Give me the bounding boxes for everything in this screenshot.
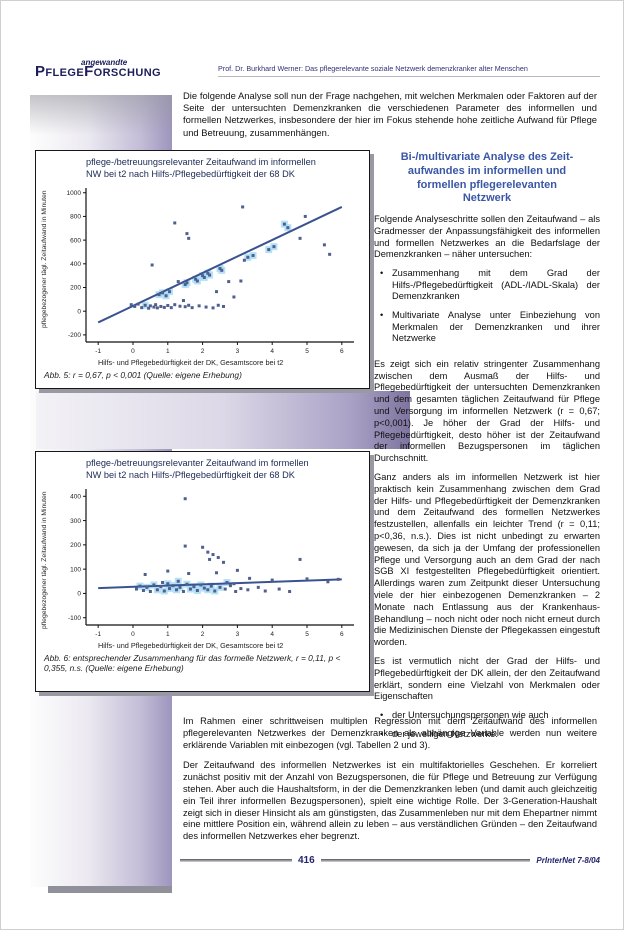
paragraph: Der Zeitaufwand des informellen Netzwerk… [183, 760, 597, 842]
scatter-plot-formal: 400 300 200 100 0 -100 -1 0 1 2 3 4 5 6 [68, 489, 354, 638]
svg-text:0: 0 [131, 631, 135, 638]
bullet-list: Zusammenhang mit dem Grad der Hilfs-/Pfl… [374, 268, 600, 352]
svg-text:1: 1 [166, 631, 170, 638]
svg-text:100: 100 [70, 566, 81, 573]
svg-text:4: 4 [270, 631, 274, 638]
svg-text:2: 2 [201, 631, 205, 638]
svg-text:0: 0 [131, 348, 135, 355]
journal-logo-title: PflegeForschung [35, 63, 162, 80]
bullet-list: der Untersuchungspersonen wie auch der j… [374, 710, 600, 747]
bullet-item: Multivariate Analyse unter Einbeziehung … [378, 310, 600, 345]
svg-text:4: 4 [270, 348, 274, 355]
decorative-band-bottom-cap [48, 886, 172, 893]
decorative-band-top-shade [30, 95, 172, 135]
svg-text:6: 6 [340, 348, 344, 355]
paragraph: Ganz anders als im informellen Netzwerk … [374, 472, 600, 648]
svg-text:400: 400 [70, 261, 81, 268]
bottom-block: Im Rahmen einer schrittweisen multiplen … [183, 716, 597, 843]
svg-text:1: 1 [166, 348, 170, 355]
svg-text:3: 3 [236, 348, 240, 355]
scatter-plot-informal: 1000 800 600 400 200 0 -200 -1 0 1 2 3 4 5 6 [67, 188, 354, 355]
paragraph: Es zeigt sich ein relativ stringenter Zu… [374, 358, 600, 464]
x-axis-label: Hilfs- und Pflegebedürftigkeit der DK, G… [98, 358, 284, 367]
svg-text:-200: -200 [68, 332, 81, 339]
figure-informal-network: pflege-/betreuungsrelevanter Zeitaufwand… [35, 150, 370, 389]
journal-logo-subtitle: angewandte [81, 58, 128, 67]
svg-text:200: 200 [70, 542, 81, 549]
svg-text:6: 6 [340, 631, 344, 638]
bullet-item: der Untersuchungspersonen wie auch [378, 710, 600, 722]
y-axis-label: pflegebezogener tägl. Zeitaufwand in Min… [41, 190, 48, 328]
svg-text:-1: -1 [95, 631, 101, 638]
running-head: Prof. Dr. Burkhard Werner: Das pflegerel… [218, 64, 600, 77]
bullet-item: der jeweiligen Netzwerke. [378, 729, 600, 741]
figure-formal-network: pflege-/betreuungsrelevanter Zeitaufwand… [35, 451, 370, 692]
page-number: 416 [298, 855, 315, 866]
svg-text:800: 800 [70, 214, 81, 221]
svg-text:0: 0 [77, 591, 81, 598]
section-heading: Bi-/multivariate Analyse des Zeit- aufwa… [400, 151, 574, 205]
paragraph: Im Rahmen einer schrittweisen multiplen … [183, 716, 597, 750]
svg-text:200: 200 [70, 285, 81, 292]
footer-rule [320, 859, 531, 862]
svg-text:3: 3 [236, 631, 240, 638]
footer-rule [180, 859, 292, 862]
page-footer: 416 PrInterNet 7-8/04 [180, 855, 600, 866]
svg-text:600: 600 [70, 237, 81, 244]
journal-logo: angewandte PflegeForschung [35, 58, 161, 81]
svg-text:400: 400 [70, 493, 81, 500]
figure-title: pflege-/betreuungsrelevanter Zeitaufwand… [86, 458, 309, 480]
decorative-gradient-strip [36, 391, 410, 449]
svg-text:-100: -100 [68, 615, 81, 622]
x-axis-label: Hilfs- und Pflegebedürftigkeit der DK, G… [98, 641, 284, 650]
figure-title: pflege-/betreuungsrelevanter Zeitaufwand… [86, 157, 316, 179]
svg-text:-1: -1 [95, 348, 101, 355]
svg-text:5: 5 [305, 631, 309, 638]
paragraph: Folgende Analyseschritte sollen den Zeit… [374, 214, 600, 260]
journal-issue: PrInterNet 7-8/04 [536, 856, 600, 865]
svg-text:1000: 1000 [67, 190, 82, 197]
bullet-item: Zusammenhang mit dem Grad der Hilfs-/Pfl… [378, 268, 600, 303]
svg-text:300: 300 [70, 518, 81, 525]
svg-text:2: 2 [201, 348, 205, 355]
paragraph: Es ist vermutlich nicht der Grad der Hil… [374, 655, 600, 702]
svg-text:0: 0 [77, 308, 81, 315]
y-axis-label: pflegebezogener tägl. Zeitaufwand in Min… [41, 491, 48, 629]
right-column: Bi-/multivariate Analyse des Zeit- aufwa… [374, 151, 600, 747]
svg-text:5: 5 [305, 348, 309, 355]
intro-paragraph: Die folgende Analyse soll nun der Frage … [183, 90, 597, 138]
figure-caption: Abb. 5: r = 0,67, p < 0,001 (Quelle: eig… [44, 370, 242, 380]
figure-caption: Abb. 6: entsprechender Zusammenhang für … [44, 653, 341, 674]
